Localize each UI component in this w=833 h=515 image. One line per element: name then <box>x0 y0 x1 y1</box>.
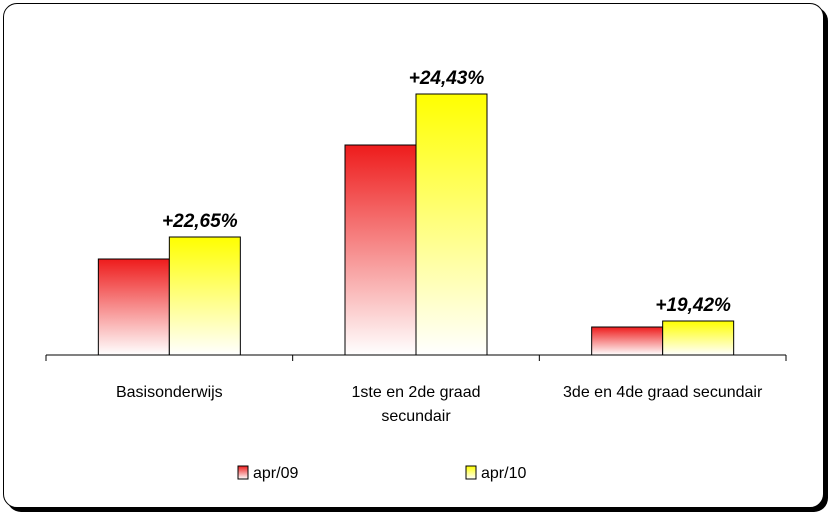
category-label-3: 3de en 4de graad secundair <box>563 384 763 401</box>
bar-apr-10-1 <box>168 236 241 356</box>
legend: apr/09 apr/10 <box>237 465 526 482</box>
plot-area: +22,65% Basisonderwijs +24,43% 1ste en 2de … <box>45 68 787 425</box>
bar-apr-09-1 <box>97 258 170 356</box>
data-label-2: +24,43% <box>409 68 485 89</box>
bar-apr-09-3 <box>591 326 664 356</box>
legend-swatch-apr-09 <box>237 465 249 480</box>
category-label-1: Basisonderwijs <box>116 384 223 401</box>
category-label-2: 1ste en 2de graad <box>352 384 481 401</box>
legend-label-apr-10: apr/10 <box>481 465 526 482</box>
bar-apr-09-2 <box>344 144 417 356</box>
data-label-1: +22,65% <box>162 211 238 232</box>
data-label-3: +19,42% <box>655 295 731 316</box>
bar-apr-10-3 <box>662 320 735 356</box>
bar-apr-10-2 <box>415 93 488 356</box>
legend-label-apr-09: apr/09 <box>253 465 298 482</box>
legend-swatch-apr-10 <box>465 465 477 480</box>
category-label-2: secundair <box>381 408 451 425</box>
